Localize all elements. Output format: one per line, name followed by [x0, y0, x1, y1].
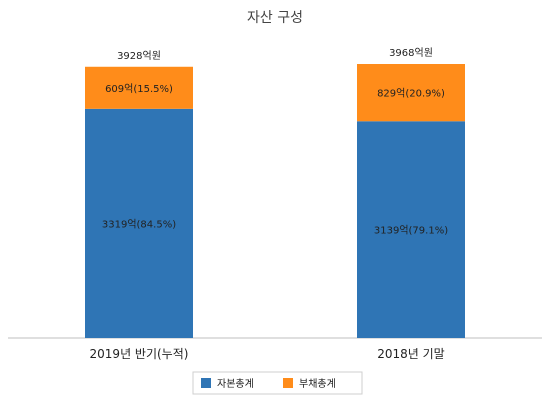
data-label-equity-0: 3319억(84.5%) [102, 218, 176, 230]
total-label-0: 3928억원 [117, 50, 161, 62]
total-label-1: 3968억원 [389, 47, 433, 59]
category-label-1: 2018년 기말 [377, 347, 444, 361]
legend-label-equity: 자본총계 [217, 378, 254, 390]
bar-segment-equity-0 [85, 108, 193, 338]
data-label-liabilities-0: 609억(15.5%) [105, 83, 173, 95]
chart-title: 자산 구성 [247, 10, 303, 26]
bar-segment-equity-1 [357, 121, 465, 339]
data-label-liabilities-1: 829억(20.9%) [377, 88, 445, 100]
data-label-equity-1: 3139억(79.1%) [374, 225, 448, 237]
bars-group: 3319억(84.5%) 609억(15.5%) 3928억원 2019년 반기(누적… [85, 47, 465, 361]
legend-swatch-equity [201, 378, 211, 388]
category-label-0: 2019년 반기(누적) [90, 347, 189, 361]
bar-segment-liabilities-1 [357, 64, 465, 122]
legend-label-liabilities: 부채총계 [299, 378, 336, 390]
legend: 자본총계 부채총계 [192, 371, 363, 395]
legend-swatch-liabilities [283, 378, 293, 388]
bar-segment-liabilities-0 [85, 66, 193, 109]
legend-box [192, 371, 363, 395]
